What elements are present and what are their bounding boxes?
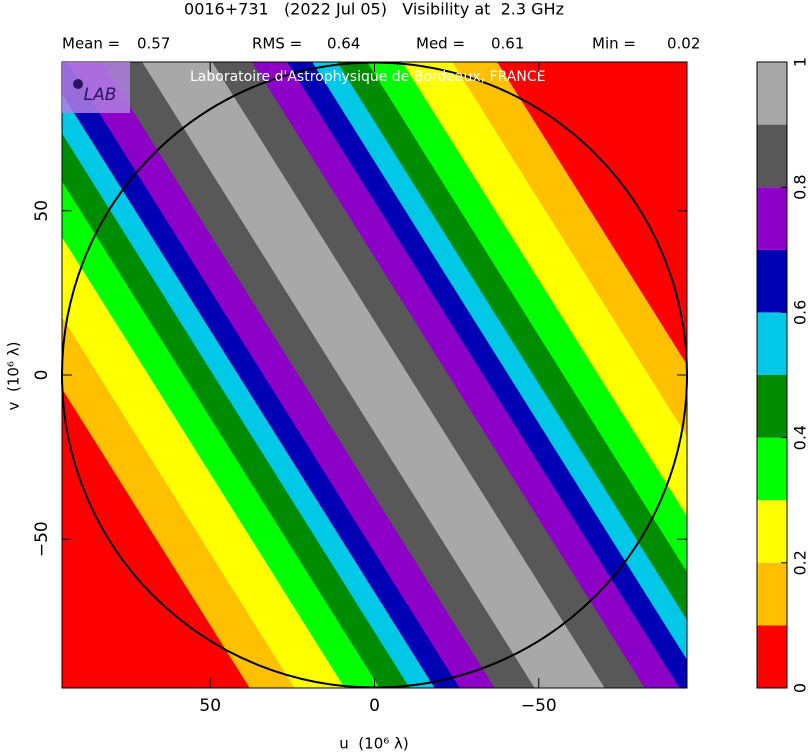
colorbar-tick-label: 0.2 xyxy=(791,550,810,575)
colorbar-tick-label: 0.4 xyxy=(791,425,810,450)
colorbar-band xyxy=(757,562,787,626)
y-tick-label: −50 xyxy=(32,521,52,557)
y-tick-label: 0 xyxy=(32,370,52,381)
colorbar-tick-label: 0.8 xyxy=(791,174,810,199)
stat-value: 0.02 xyxy=(667,35,700,53)
logo-box xyxy=(62,62,130,113)
colorbar-band xyxy=(757,62,787,125)
colorbar-band xyxy=(757,437,787,501)
logo-dot xyxy=(73,79,83,89)
colorbar-band xyxy=(757,124,787,188)
y-axis-label: v (10⁶ λ) xyxy=(5,342,23,411)
chart-title: 0016+731 (2022 Jul 05) Visibility at 2.3… xyxy=(184,0,564,19)
annotation: Laboratoire d'Astrophysique de Bordeaux,… xyxy=(190,69,545,85)
contour-band xyxy=(142,62,605,688)
colorbar-frame xyxy=(756,61,788,689)
plot-area xyxy=(62,62,687,688)
y-tick-label: 50 xyxy=(32,200,52,222)
colorbar-tick-label: 1 xyxy=(791,57,810,67)
stat-label: Min = xyxy=(592,35,636,53)
colorbar-band xyxy=(757,312,787,375)
x-tick-label: 50 xyxy=(199,696,221,716)
colorbar-band xyxy=(757,187,787,250)
stat-label: Med = xyxy=(416,35,465,53)
stat-value: 0.61 xyxy=(491,35,524,53)
colorbar-band xyxy=(757,625,787,688)
colorbar-band xyxy=(757,500,787,563)
x-axis-label: u (10⁶ λ) xyxy=(339,735,409,753)
colorbar-band xyxy=(757,375,787,438)
stat-label: Mean = xyxy=(62,35,120,53)
logo-text: LAB xyxy=(84,85,117,105)
colorbar: 0 0.2 0.4 0.6 0.8 1 xyxy=(756,57,810,693)
colorbar-tick-label: 0 xyxy=(791,683,810,693)
colorbar-band xyxy=(757,249,787,313)
x-tick-label: 0 xyxy=(369,696,380,716)
x-tick-label: −50 xyxy=(521,696,557,716)
stat-value: 0.57 xyxy=(137,35,170,53)
stat-label: RMS = xyxy=(252,35,302,53)
stat-value: 0.64 xyxy=(327,35,360,53)
colorbar-tick-label: 0.6 xyxy=(791,300,810,325)
